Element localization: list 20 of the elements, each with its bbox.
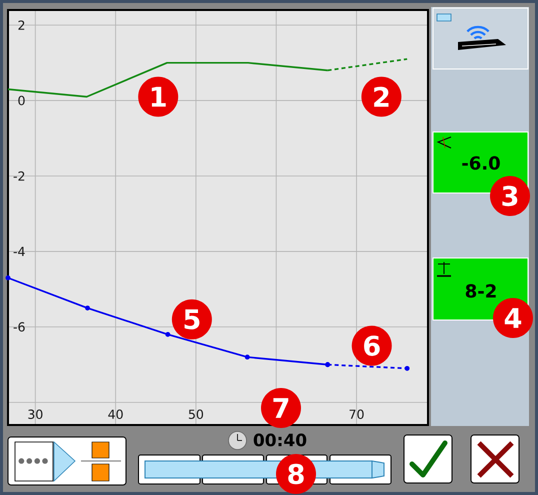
- y-tick-label: -2: [14, 171, 24, 181]
- x-tick-label: 40: [108, 410, 123, 419]
- y-tick-label: -6: [14, 322, 25, 332]
- annotation: 5: [184, 309, 200, 330]
- y-tick-label: 2: [18, 20, 24, 30]
- x-tick-label: 70: [350, 410, 364, 419]
- y-tick-label: 0: [18, 96, 25, 106]
- annotation: 6: [364, 336, 380, 356]
- x-tick-label: 50: [188, 410, 204, 419]
- text: 8: [288, 464, 304, 484]
- text: 4: [504, 308, 522, 328]
- text: 00:40: [254, 434, 306, 446]
- annotation: 1: [152, 86, 166, 107]
- x-tick-label: 30: [28, 410, 42, 419]
- y-tick-label: -4: [14, 246, 25, 256]
- annotation: 7: [273, 398, 288, 418]
- text: -6.0: [462, 156, 500, 170]
- annotation: 2: [374, 86, 388, 107]
- text: 3: [502, 186, 518, 206]
- text: 8-2: [466, 284, 496, 298]
